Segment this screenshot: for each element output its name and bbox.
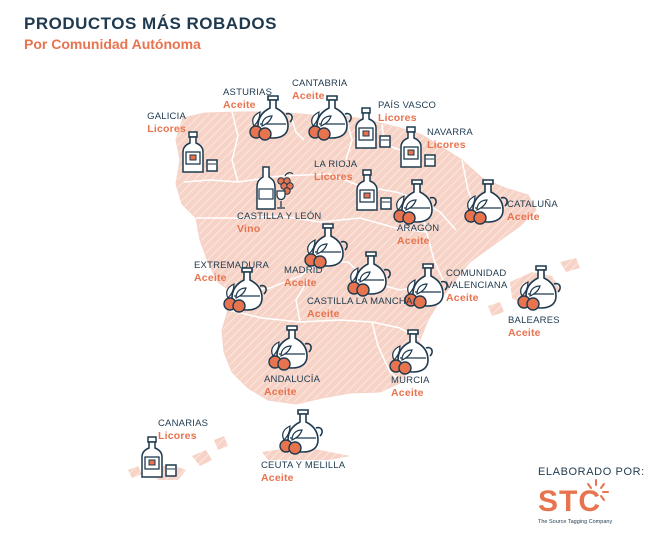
region-product: Aceite (446, 292, 479, 304)
region-madrid: MADRID Aceite (284, 265, 323, 289)
region-product: Aceite (391, 387, 424, 399)
region-product: Aceite (284, 277, 317, 289)
menorca-shape (560, 258, 580, 272)
region-product: Aceite (397, 235, 430, 247)
region-castilla-la-mancha: CASTILLA LA MANCHA Aceite (307, 296, 413, 320)
region-name: CASTILLA Y LEÓN (237, 211, 322, 222)
page-title: PRODUCTOS MÁS ROBADOS (24, 14, 277, 33)
region-baleares: BALEARES Aceite (508, 315, 560, 339)
canarias-shape-3 (214, 436, 228, 450)
stc-logo: STC The Source Tagging Company (538, 485, 613, 526)
baleares-olive-oil-icon (517, 265, 561, 311)
cantabria-olive-oil-icon (308, 95, 352, 141)
region-name: MADRID (284, 265, 323, 276)
region-name: ASTURIAS (223, 87, 273, 98)
canarias-shape-4 (128, 466, 142, 478)
region-cataluna: CATALUÑA Aceite (507, 199, 558, 223)
page-subtitle: Por Comunidad Autónoma (24, 36, 201, 52)
region-name: CATALUÑA (507, 199, 558, 210)
region-product: Licores (314, 171, 353, 183)
region-name: BALEARES (508, 315, 560, 326)
peninsula-shape (175, 111, 537, 405)
credit-label: ELABORADO POR: (538, 466, 645, 478)
region-cantabria: CANTABRIA Aceite (292, 78, 347, 102)
region-comunidad-valenciana: COMUNIDAD VALENCIANA Aceite (446, 268, 508, 304)
region-product: Aceite (508, 327, 541, 339)
logo-tagline: The Source Tagging Company (538, 519, 613, 525)
canarias-shape-2 (192, 450, 212, 466)
region-product: Aceite (223, 99, 256, 111)
region-name: CANTABRIA (292, 78, 348, 89)
region-ceuta-y-melilla: CEUTA Y MELILLA Aceite (261, 460, 345, 484)
sunburst-icon (587, 479, 609, 501)
region-product: Aceite (292, 90, 325, 102)
region-name: GALICIA (147, 111, 186, 122)
region-name: COMUNIDAD VALENCIANA (446, 268, 508, 291)
region-product: Aceite (507, 211, 540, 223)
region-product: Licores (147, 123, 186, 135)
region-extremadura: EXTREMADURA Aceite (194, 260, 269, 284)
region-product: Licores (427, 139, 466, 151)
region-product: Licores (378, 112, 417, 124)
region-navarra: NAVARRA Licores (427, 127, 473, 151)
logo-text: STC (538, 485, 601, 518)
region-name: EXTREMADURA (194, 260, 270, 271)
region-name: CEUTA Y MELILLA (261, 460, 346, 471)
region-product: Vino (237, 223, 261, 235)
region-product: Aceite (307, 308, 340, 320)
region-product: Aceite (194, 272, 227, 284)
region-name: MURCIA (391, 375, 430, 386)
region-name: CANARIAS (158, 418, 209, 429)
region-aragon: ARAGÓN Aceite (397, 223, 439, 247)
region-castilla-y-leon: CASTILLA Y LEÓN Vino (237, 211, 322, 235)
region-product: Licores (158, 430, 197, 442)
region-canarias: CANARIAS Licores (158, 418, 208, 442)
region-name: ARAGÓN (397, 223, 440, 234)
region-name: LA RIOJA (314, 159, 358, 170)
region-name: CASTILLA LA MANCHA (307, 296, 413, 307)
region-product: Aceite (261, 472, 294, 484)
region-la-rioja: LA RIOJA Licores (314, 159, 357, 183)
region-name: ANDALUCÍA (264, 374, 321, 385)
region-andalucia: ANDALUCÍA Aceite (264, 374, 320, 398)
canarias-liquor-bottle-icon (141, 436, 177, 478)
region-asturias: ASTURIAS Aceite (223, 87, 272, 111)
region-name: PAÍS VASCO (378, 100, 437, 111)
ceuta-melilla-olive-oil-icon (279, 409, 323, 455)
region-product: Aceite (264, 386, 297, 398)
region-name: NAVARRA (427, 127, 473, 138)
region-galicia: GALICIA Licores (140, 111, 186, 135)
region-murcia: MURCIA Aceite (391, 375, 430, 399)
region-pais-vasco: PAÍS VASCO Licores (378, 100, 436, 124)
ibiza-shape (488, 302, 504, 316)
